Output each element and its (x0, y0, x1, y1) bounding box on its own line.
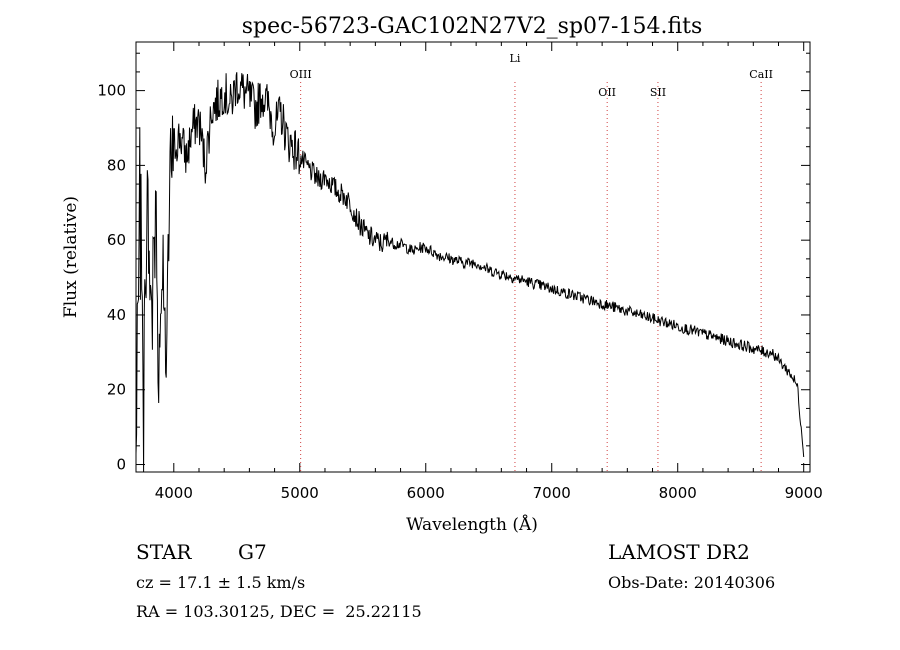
chart-title: spec-56723-GAC102N27V2_sp07-154.fits (242, 14, 703, 39)
survey-name: LAMOST DR2 (608, 540, 750, 564)
y-tick-label: 80 (107, 156, 126, 174)
x-tick-label: 8000 (659, 484, 697, 502)
spectrum-line (135, 72, 805, 473)
reference-lines: OIII Li OII SII CaII (290, 52, 773, 472)
y-axis-label: Flux (relative) (61, 196, 81, 318)
y-tick-label: 40 (107, 306, 126, 324)
x-tick-label: 4000 (155, 484, 193, 502)
x-tick-label: 6000 (407, 484, 445, 502)
emission-line-label: OII (598, 86, 616, 99)
x-axis: 4000 5000 6000 7000 8000 9000 (155, 42, 823, 502)
emission-line-label: SII (650, 86, 666, 99)
plot-frame (135, 41, 811, 473)
observation-date: Obs-Date: 20140306 (608, 573, 776, 592)
object-class: STAR (136, 540, 192, 564)
x-tick-label: 5000 (281, 484, 319, 502)
x-axis-label: Wavelength (Å) (406, 514, 538, 535)
y-tick-label: 60 (107, 231, 126, 249)
emission-line-label: OIII (290, 68, 312, 81)
x-tick-label: 7000 (533, 484, 571, 502)
y-axis: 0 20 40 60 80 100 (97, 52, 810, 474)
subclass: G7 (238, 540, 267, 564)
y-tick-label: 0 (116, 456, 126, 474)
redshift-cz: cz = 17.1 ± 1.5 km/s (136, 573, 306, 592)
y-tick-label: 100 (97, 82, 126, 100)
y-tick-label: 20 (107, 381, 126, 399)
emission-line-label: CaII (749, 68, 773, 81)
spectrum-chart: spec-56723-GAC102N27V2_sp07-154.fits 400… (61, 14, 823, 535)
coordinates: RA = 103.30125, DEC = 25.22115 (136, 602, 422, 621)
emission-line-label: Li (510, 52, 521, 65)
x-tick-label: 9000 (785, 484, 823, 502)
